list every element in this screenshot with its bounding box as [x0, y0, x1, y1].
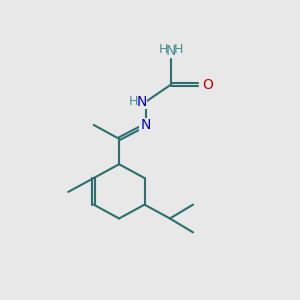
Text: O: O [202, 77, 213, 92]
Text: H: H [159, 43, 168, 56]
Text: H: H [128, 95, 138, 108]
Text: N: N [136, 95, 147, 109]
Text: N: N [140, 118, 151, 132]
FancyBboxPatch shape [139, 118, 152, 132]
Text: H: H [174, 43, 183, 56]
FancyBboxPatch shape [126, 95, 147, 109]
Text: N: N [166, 44, 176, 58]
